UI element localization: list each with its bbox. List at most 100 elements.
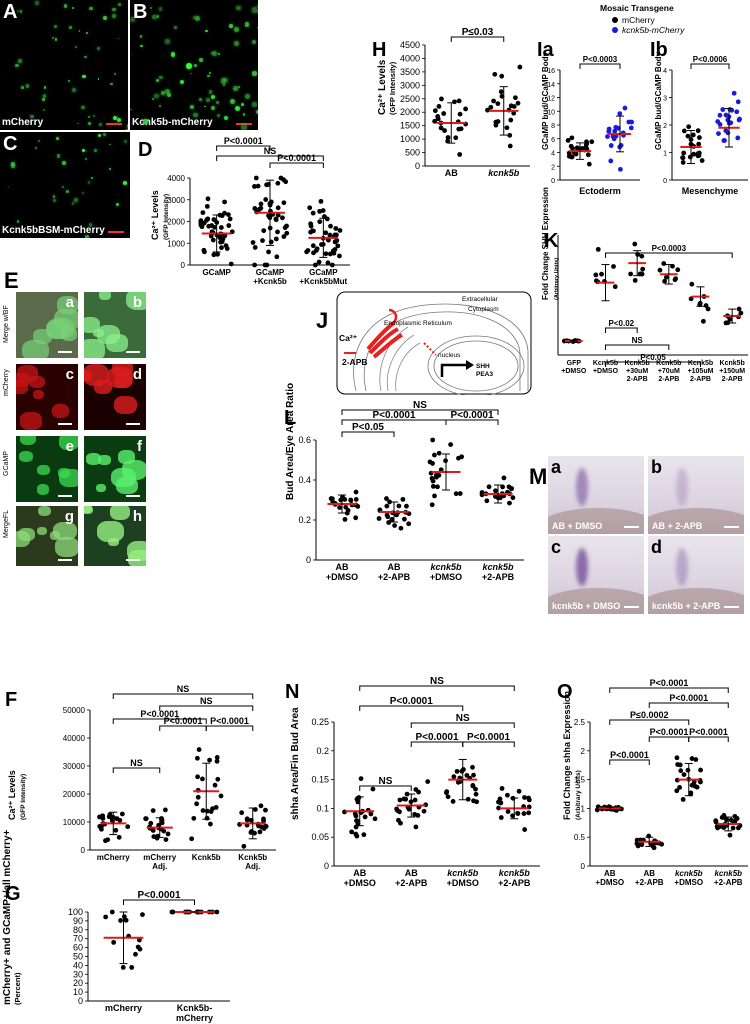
scale-bar (724, 606, 739, 608)
cell-signal (210, 105, 215, 110)
cell-signal (97, 78, 100, 80)
data-point (632, 277, 638, 283)
label-cytoplasm: Cytoplasm (468, 306, 499, 313)
category-label: kcnk5b (499, 868, 531, 878)
cell-signal (85, 157, 88, 161)
cell-signal (56, 137, 59, 140)
expression-signal (576, 548, 588, 586)
data-point (140, 912, 145, 917)
cell-signal (205, 97, 211, 103)
fin-bud-shape (648, 588, 744, 614)
y-axis-label: Fold Change SHH Expression (541, 187, 550, 300)
y-tick-label: 10 (547, 109, 555, 116)
tile-caption: AB + DMSO (552, 521, 603, 531)
data-point (690, 132, 696, 138)
significance-label: P<0.0001 (669, 693, 708, 703)
data-point (331, 250, 337, 256)
data-point (211, 252, 217, 258)
data-point (261, 816, 266, 822)
data-point (515, 100, 521, 106)
data-point (436, 104, 442, 109)
data-point (454, 768, 460, 774)
data-point (452, 99, 457, 105)
significance-bracket (445, 419, 499, 425)
category-label: +DMSO (326, 572, 358, 582)
significance-label: P<0.02 (609, 319, 635, 328)
cell-blob (54, 537, 78, 558)
cell-signal (155, 78, 159, 83)
category-label: +2-APB (395, 878, 428, 888)
y-tick-label: 40 (73, 960, 83, 970)
panel-letter: H (372, 39, 386, 61)
significance-bracket (605, 252, 733, 258)
data-point (353, 489, 359, 495)
cell-signal (158, 75, 163, 80)
data-point (720, 107, 726, 112)
y-tick-label: 90 (73, 916, 83, 926)
data-point (345, 507, 351, 513)
y-tick-label: 12 (547, 96, 555, 103)
cell-blob (37, 506, 51, 517)
y-axis-label: GCaMP bud/GCaMP Body (654, 52, 663, 150)
data-point (738, 310, 744, 316)
y-tick-label: 50000 (63, 706, 86, 715)
data-point (499, 786, 505, 791)
data-point (430, 483, 436, 489)
scale-bar (58, 351, 72, 353)
data-point (723, 112, 729, 118)
data-point (622, 105, 628, 111)
data-point (215, 251, 220, 257)
data-point (250, 240, 256, 245)
cell-signal (217, 114, 221, 117)
data-point (256, 823, 261, 829)
data-point (611, 264, 616, 269)
data-point (694, 784, 700, 790)
nucleus (427, 335, 525, 395)
data-point (522, 795, 527, 800)
cell-signal (236, 5, 241, 11)
scale-bar (58, 495, 72, 497)
expression-signal (676, 548, 688, 586)
data-point (310, 210, 316, 216)
significance-bracket (690, 63, 730, 69)
data-point (212, 782, 218, 788)
cell-signal (93, 148, 97, 152)
y-tick-label: 0 (581, 862, 586, 871)
cell-signal (11, 162, 15, 166)
data-point (327, 251, 333, 257)
data-point (430, 437, 436, 443)
cell-signal (98, 133, 102, 137)
data-point (327, 232, 333, 238)
y-tick-label: 14 (547, 82, 555, 89)
cell-blob (84, 364, 110, 386)
cell-blob (36, 484, 50, 495)
data-point (222, 210, 227, 216)
cell-signal (117, 37, 120, 40)
cell-signal (208, 89, 213, 94)
cell-signal (218, 52, 221, 55)
data-point (398, 525, 404, 531)
data-point (323, 251, 329, 257)
y-tick-label: 0.5 (574, 833, 586, 842)
data-point (113, 827, 119, 833)
data-point (464, 772, 470, 778)
cell-signal (193, 112, 198, 118)
data-point (568, 143, 574, 149)
data-point (211, 217, 217, 222)
data-point (361, 832, 367, 838)
significance-label: P<0.05 (352, 422, 384, 433)
data-point (515, 811, 521, 817)
transcription-arrow (440, 363, 468, 377)
data-point (439, 96, 444, 102)
data-point (465, 796, 471, 802)
data-point (307, 205, 313, 211)
data-point (735, 825, 741, 831)
data-point (248, 830, 254, 835)
y-tick-label: 70 (73, 934, 83, 944)
significance-bracket (159, 705, 254, 711)
fin-bud-shape (548, 588, 644, 614)
y-tick-label: 3500 (400, 67, 420, 77)
cell-signal (118, 2, 122, 6)
data-point (333, 226, 339, 231)
category-label: +105uM (688, 368, 714, 375)
